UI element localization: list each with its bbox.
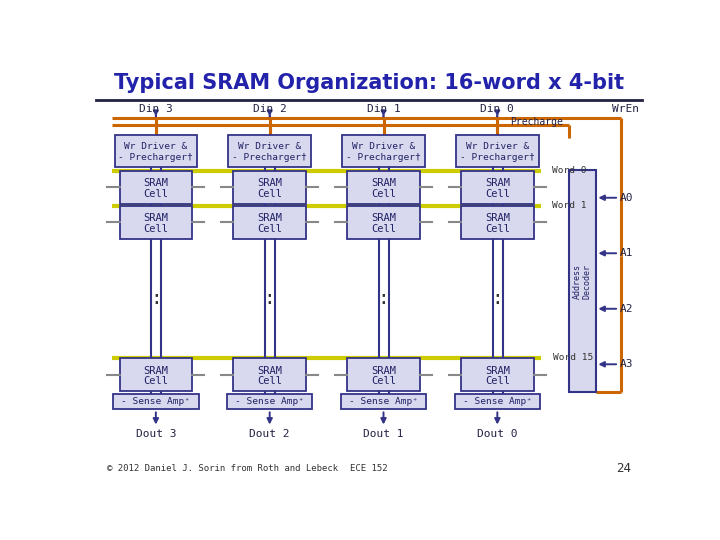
Text: SRAM: SRAM bbox=[257, 213, 282, 224]
Text: Cell: Cell bbox=[485, 224, 510, 234]
Text: Din 1: Din 1 bbox=[366, 104, 400, 114]
Bar bbox=[227, 394, 312, 409]
Bar bbox=[228, 136, 311, 167]
Text: SRAM: SRAM bbox=[143, 178, 168, 188]
Bar bbox=[454, 394, 540, 409]
Text: :: : bbox=[264, 289, 276, 308]
Text: A1: A1 bbox=[619, 248, 633, 258]
Text: Cell: Cell bbox=[257, 189, 282, 199]
Text: Dout 2: Dout 2 bbox=[249, 429, 290, 440]
Text: Cell: Cell bbox=[371, 224, 396, 234]
Bar bbox=[347, 206, 420, 239]
Text: - Precharger†: - Precharger† bbox=[119, 153, 193, 162]
Text: SRAM: SRAM bbox=[371, 213, 396, 224]
Text: Cell: Cell bbox=[485, 376, 510, 386]
Text: © 2012 Daniel J. Sorin from Roth and Lebeck: © 2012 Daniel J. Sorin from Roth and Leb… bbox=[107, 464, 338, 472]
Text: SRAM: SRAM bbox=[143, 366, 168, 376]
Text: SRAM: SRAM bbox=[143, 213, 168, 224]
Text: ECE 152: ECE 152 bbox=[350, 464, 388, 472]
Text: 24: 24 bbox=[616, 462, 631, 475]
Text: :: : bbox=[150, 289, 162, 308]
Text: Wr Driver &: Wr Driver & bbox=[352, 142, 415, 151]
Text: Dout 1: Dout 1 bbox=[364, 429, 404, 440]
Text: - Sense Amp⁺: - Sense Amp⁺ bbox=[122, 397, 190, 406]
Text: Address
Decoder: Address Decoder bbox=[572, 264, 592, 299]
Text: Wr Driver &: Wr Driver & bbox=[238, 142, 301, 151]
Text: A2: A2 bbox=[619, 304, 633, 314]
Bar bbox=[233, 206, 306, 239]
Bar bbox=[347, 358, 420, 391]
Text: - Precharger†: - Precharger† bbox=[460, 153, 535, 162]
Bar bbox=[120, 206, 192, 239]
Text: SRAM: SRAM bbox=[371, 178, 396, 188]
Bar bbox=[233, 171, 306, 204]
Bar bbox=[347, 171, 420, 204]
Text: - Sense Amp⁺: - Sense Amp⁺ bbox=[349, 397, 418, 406]
Text: :: : bbox=[492, 289, 503, 308]
Text: SRAM: SRAM bbox=[371, 366, 396, 376]
Text: A3: A3 bbox=[619, 359, 633, 369]
Text: Cell: Cell bbox=[143, 376, 168, 386]
Text: SRAM: SRAM bbox=[485, 366, 510, 376]
Text: Wr Driver &: Wr Driver & bbox=[125, 142, 187, 151]
Text: Dout 0: Dout 0 bbox=[477, 429, 518, 440]
Text: Cell: Cell bbox=[371, 376, 396, 386]
Text: Cell: Cell bbox=[485, 189, 510, 199]
Text: SRAM: SRAM bbox=[485, 178, 510, 188]
Bar bbox=[461, 171, 534, 204]
Text: - Sense Amp⁺: - Sense Amp⁺ bbox=[463, 397, 532, 406]
Text: Cell: Cell bbox=[257, 224, 282, 234]
Text: - Precharger†: - Precharger† bbox=[346, 153, 421, 162]
Text: Cell: Cell bbox=[143, 224, 168, 234]
Bar bbox=[114, 136, 197, 167]
Bar bbox=[461, 206, 534, 239]
Bar bbox=[120, 171, 192, 204]
Text: Wr Driver &: Wr Driver & bbox=[466, 142, 529, 151]
Text: Din 3: Din 3 bbox=[139, 104, 173, 114]
Bar bbox=[569, 170, 595, 392]
Bar bbox=[461, 358, 534, 391]
Text: Cell: Cell bbox=[257, 376, 282, 386]
Text: - Precharger†: - Precharger† bbox=[233, 153, 307, 162]
Text: A0: A0 bbox=[619, 193, 633, 202]
Text: SRAM: SRAM bbox=[257, 366, 282, 376]
Text: Din 0: Din 0 bbox=[480, 104, 514, 114]
Bar bbox=[113, 394, 199, 409]
Text: SRAM: SRAM bbox=[257, 178, 282, 188]
Text: SRAM: SRAM bbox=[485, 213, 510, 224]
Text: :: : bbox=[377, 289, 390, 308]
Text: Word 1: Word 1 bbox=[552, 201, 587, 210]
Text: - Sense Amp⁺: - Sense Amp⁺ bbox=[235, 397, 304, 406]
Text: Cell: Cell bbox=[143, 189, 168, 199]
Text: Dout 3: Dout 3 bbox=[135, 429, 176, 440]
Text: Word 0: Word 0 bbox=[552, 166, 587, 176]
Bar bbox=[120, 358, 192, 391]
Text: Precharge: Precharge bbox=[510, 117, 563, 127]
Text: Word 15: Word 15 bbox=[553, 354, 593, 362]
Text: Cell: Cell bbox=[371, 189, 396, 199]
Text: WrEn: WrEn bbox=[612, 104, 639, 114]
Bar bbox=[456, 136, 539, 167]
Bar bbox=[342, 136, 425, 167]
Bar bbox=[233, 358, 306, 391]
Text: Din 2: Din 2 bbox=[253, 104, 287, 114]
Bar bbox=[341, 394, 426, 409]
Text: Typical SRAM Organization: 16-word x 4-bit: Typical SRAM Organization: 16-word x 4-b… bbox=[114, 73, 624, 93]
